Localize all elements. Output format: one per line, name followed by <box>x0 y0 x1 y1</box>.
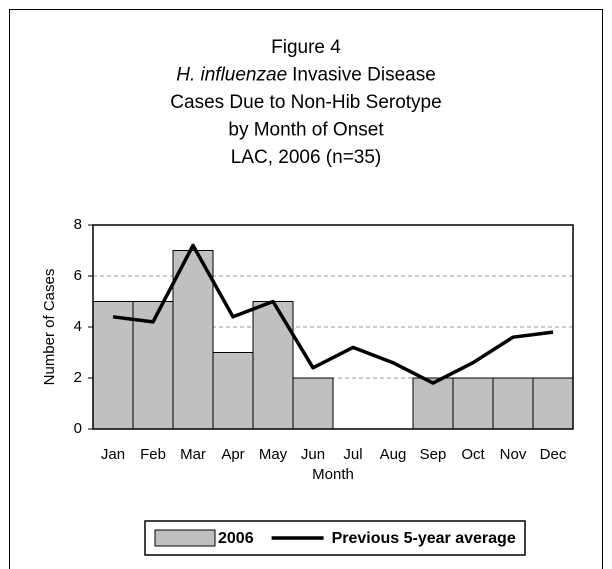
bar <box>172 250 214 430</box>
legend-label: 2006 <box>218 530 254 547</box>
x-tick-label: Jan <box>101 446 125 463</box>
bar <box>492 377 534 430</box>
frame <box>9 9 603 569</box>
x-tick-label: Mar <box>180 446 206 463</box>
bar <box>532 377 574 430</box>
chart-title-italic: H. influenzae <box>176 65 287 86</box>
x-tick-label: Oct <box>461 446 485 463</box>
bar <box>92 301 134 430</box>
y-tick-label: 8 <box>74 216 82 233</box>
legend-label: Previous 5-year average <box>332 530 516 547</box>
bar <box>212 352 254 430</box>
x-tick-label: Sep <box>420 446 447 463</box>
bar <box>452 377 494 430</box>
chart-title: H. influenzae Invasive Disease <box>176 65 436 86</box>
plot-frame <box>92 224 574 430</box>
x-tick-label: May <box>259 446 288 463</box>
chart-title-rest: Invasive Disease <box>292 65 436 86</box>
bar <box>412 377 454 430</box>
x-tick-label: Aug <box>380 446 407 463</box>
x-tick-label: Jun <box>301 446 325 463</box>
x-tick-label: Dec <box>540 446 567 463</box>
bar <box>252 301 294 430</box>
x-tick-label: Nov <box>500 446 527 463</box>
y-tick-label: 6 <box>74 267 82 284</box>
chart-title: Figure 4 <box>271 37 341 58</box>
y-axis-label: Number of Cases <box>41 269 58 386</box>
y-tick-label: 2 <box>74 369 82 386</box>
legend-swatch <box>154 529 216 547</box>
x-tick-label: Feb <box>140 446 166 463</box>
bar <box>292 377 334 430</box>
x-axis-label: Month <box>312 466 354 483</box>
line-series <box>112 243 554 385</box>
chart-title: by Month of Onset <box>228 120 384 141</box>
chart-title: LAC, 2006 (n=35) <box>231 147 382 168</box>
y-tick-label: 4 <box>74 318 82 335</box>
x-tick-label: Apr <box>221 446 244 463</box>
chart-title: Cases Due to Non-Hib Serotype <box>170 92 441 113</box>
y-tick-label: 0 <box>74 420 82 437</box>
x-tick-label: Jul <box>343 446 362 463</box>
